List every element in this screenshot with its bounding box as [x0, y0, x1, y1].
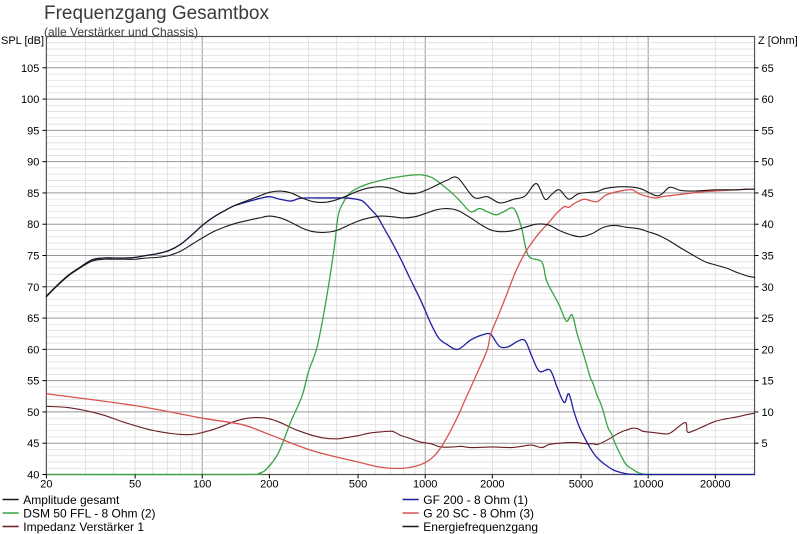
svg-text:GF 200 - 8 Ohm (1): GF 200 - 8 Ohm (1) — [423, 493, 528, 507]
svg-text:45: 45 — [27, 438, 39, 450]
svg-text:40: 40 — [27, 470, 39, 482]
svg-text:50: 50 — [27, 407, 39, 419]
svg-text:50: 50 — [129, 479, 141, 491]
svg-text:5000: 5000 — [569, 479, 593, 491]
svg-text:200: 200 — [260, 479, 278, 491]
svg-text:85: 85 — [27, 188, 39, 200]
svg-text:70: 70 — [27, 282, 39, 294]
svg-text:Z [Ohm]: Z [Ohm] — [758, 35, 798, 47]
svg-text:5: 5 — [762, 438, 768, 450]
svg-text:500: 500 — [349, 479, 367, 491]
svg-text:60: 60 — [762, 94, 774, 106]
svg-text:Impedanz Verstärker 1: Impedanz Verstärker 1 — [23, 520, 144, 534]
svg-text:Amplitude gesamt: Amplitude gesamt — [23, 493, 120, 507]
svg-text:DSM 50 FFL - 8 Ohm (2): DSM 50 FFL - 8 Ohm (2) — [23, 506, 155, 520]
svg-text:105: 105 — [21, 63, 39, 75]
svg-text:45: 45 — [762, 188, 774, 200]
svg-text:100: 100 — [193, 479, 211, 491]
svg-text:80: 80 — [27, 219, 39, 231]
svg-text:20: 20 — [40, 479, 52, 491]
svg-text:55: 55 — [762, 125, 774, 137]
svg-text:G 20 SC - 8 Ohm (3): G 20 SC - 8 Ohm (3) — [423, 506, 534, 520]
svg-text:75: 75 — [27, 251, 39, 263]
svg-text:20000: 20000 — [700, 479, 731, 491]
svg-text:10: 10 — [762, 407, 774, 419]
svg-text:15: 15 — [762, 376, 774, 388]
svg-text:95: 95 — [27, 125, 39, 137]
svg-text:25: 25 — [762, 313, 774, 325]
svg-text:SPL [dB]: SPL [dB] — [1, 35, 44, 47]
svg-text:2000: 2000 — [480, 479, 504, 491]
svg-text:50: 50 — [762, 157, 774, 169]
svg-text:65: 65 — [762, 63, 774, 75]
svg-text:40: 40 — [762, 219, 774, 231]
svg-text:90: 90 — [27, 157, 39, 169]
svg-text:35: 35 — [762, 251, 774, 263]
svg-text:20: 20 — [762, 344, 774, 356]
svg-text:10000: 10000 — [633, 479, 664, 491]
svg-text:55: 55 — [27, 376, 39, 388]
svg-text:60: 60 — [27, 344, 39, 356]
svg-text:30: 30 — [762, 282, 774, 294]
svg-text:Energiefrequenzgang: Energiefrequenzgang — [423, 520, 538, 534]
svg-text:100: 100 — [21, 94, 39, 106]
svg-text:1000: 1000 — [413, 479, 437, 491]
svg-text:65: 65 — [27, 313, 39, 325]
